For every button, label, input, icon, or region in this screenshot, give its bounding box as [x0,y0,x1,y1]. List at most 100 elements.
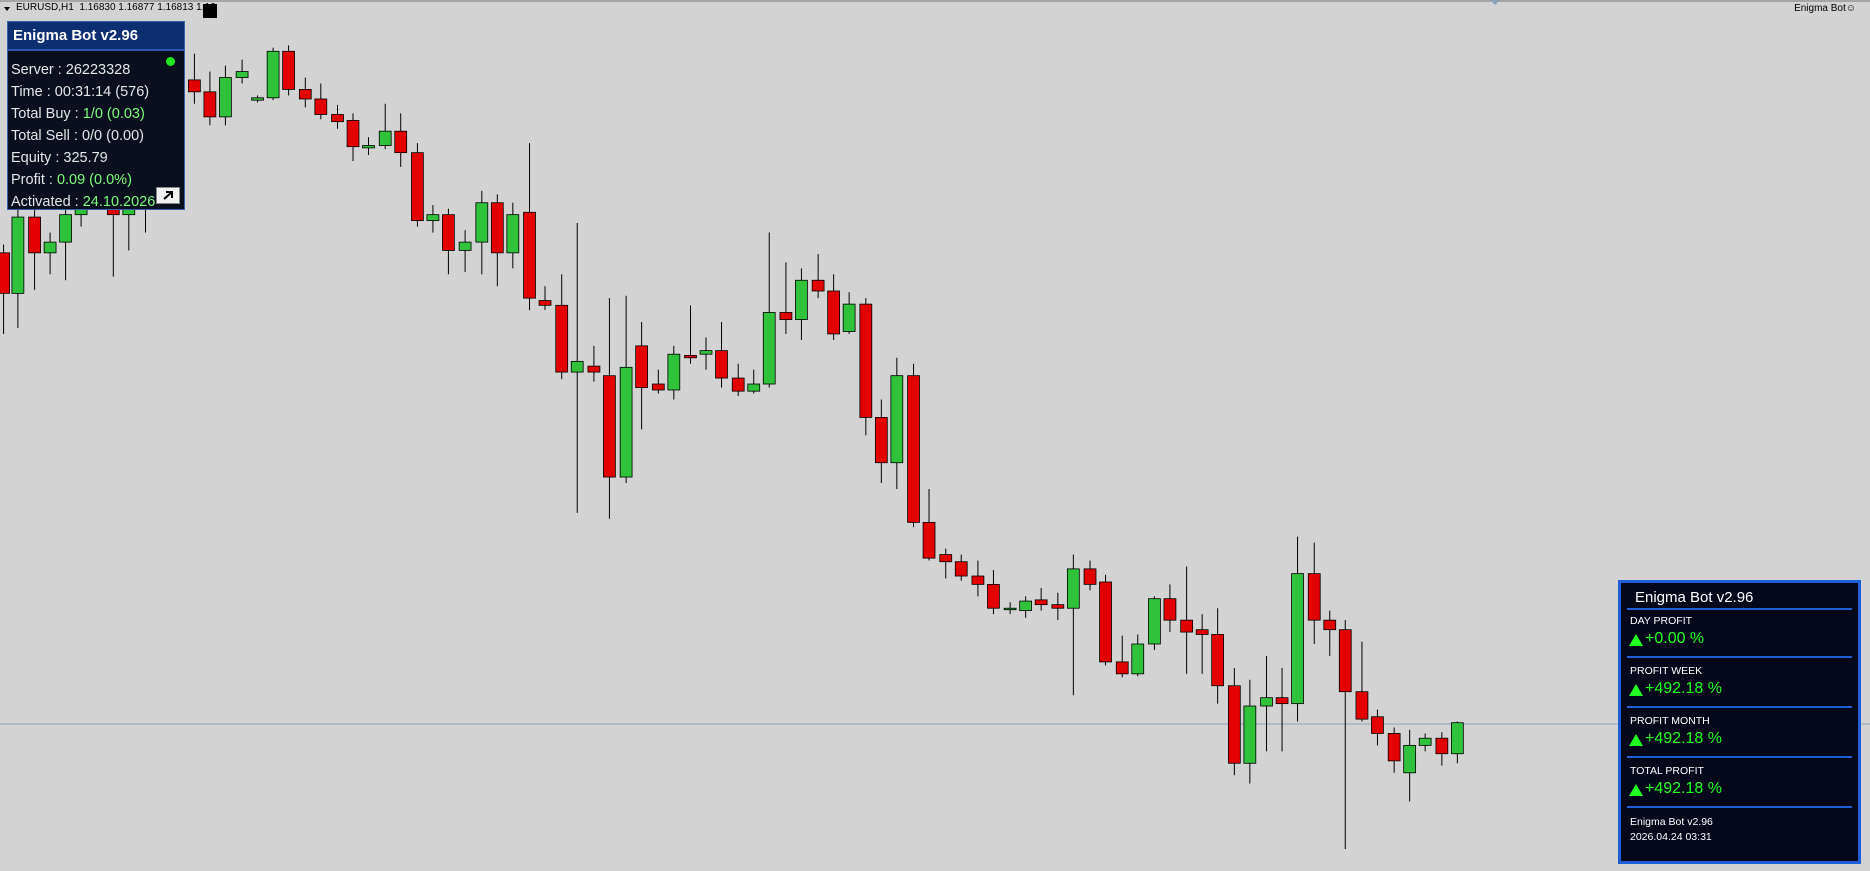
info-value: 00:31:14 (576) [54,84,150,100]
up-arrow [1629,634,1643,646]
info-row: Activated : 24.10.2026 [11,191,155,213]
candle-body [1034,599,1048,606]
candle-body [827,290,840,335]
candle-body [954,561,968,577]
info-value: 26223328 [65,62,131,78]
separator [1627,706,1852,708]
symbol: EURUSD,H1 [16,2,74,13]
candle-body [699,350,713,355]
candle-body [842,303,856,332]
info-label: Server : [11,62,62,78]
footer-line: 2026.04.24 03:31 [1630,831,1712,843]
candle-body [282,50,295,90]
info-value: 0/0 (0.00) [81,128,145,144]
candle-body [1450,722,1464,755]
stat-label: PROFIT MONTH [1630,715,1710,727]
separator [1627,806,1852,808]
candle-body [506,214,520,254]
candle-body [458,241,472,251]
candle-body [859,303,873,418]
candle-body [811,279,825,292]
arrow-icon [163,191,173,200]
info-value: 325.79 [63,150,108,166]
candle-body [1019,600,1033,612]
candle-body [411,152,424,222]
info-value: 0.09 (0.0%) [56,172,132,188]
candle-body [266,50,280,99]
candle-body [1163,598,1177,621]
footer-line: Enigma Bot v2.96 [1630,816,1713,828]
candle-body [235,71,249,78]
separator [1627,608,1852,610]
candle-body [1355,691,1369,720]
stat-value: +492.18 % [1645,730,1722,747]
candle-body [619,366,633,478]
info-row: Total Buy : 1/0 (0.03) [11,103,145,125]
candle-body [731,377,745,392]
candle-body [1260,697,1273,707]
candle-body [1227,685,1241,764]
candle-body [0,252,10,294]
separator [1627,656,1852,658]
candle-body [43,241,57,254]
info-row: Equity : 325.79 [11,147,108,169]
candle-body [1211,634,1225,687]
candle-body [890,375,904,464]
candle-body [1051,604,1065,609]
candle-body [1099,581,1112,663]
candle-body [523,211,536,299]
info-label: Activated : [11,194,79,210]
corner-label: Enigma Bot☺ [1794,3,1856,14]
candle-body [939,554,953,563]
candle-body [971,575,985,585]
info-row: Profit : 0.09 (0.0%) [11,169,132,191]
candle-body [603,375,616,478]
candle-body [475,202,489,243]
up-arrow [1629,784,1643,796]
candle-body [346,120,360,148]
info-label: Profit : [11,172,53,188]
candle-body [1435,737,1449,755]
candle-body [715,350,728,379]
candle-body [1003,607,1017,611]
candle-body [378,130,392,146]
separator [1627,756,1852,758]
candle-body [795,279,808,321]
candle-body [1307,573,1321,621]
candle-body [1243,705,1257,764]
candle-body [1338,629,1352,693]
candle-body [442,214,455,251]
candle-body [203,91,217,118]
candle-body [331,114,344,123]
candle-body [922,521,936,559]
candle-body [555,304,569,373]
candle-body [490,202,504,254]
stat-label: TOTAL PROFIT [1630,765,1704,777]
candle-body [1387,733,1401,762]
up-arrow [1629,684,1643,696]
candle-body [667,353,681,391]
candle-body [1066,568,1080,609]
open-button[interactable] [156,187,180,204]
candle-body [394,130,408,154]
candle-body [1291,573,1304,705]
candle-body [11,216,25,294]
candle-body [1131,643,1145,675]
candle-body [314,98,328,115]
stat-value: +492.18 % [1645,680,1722,697]
candle-body [1083,568,1097,585]
candle-body [188,79,201,93]
info-title: Enigma Bot v2.96 [8,22,184,51]
candle-body [59,214,72,243]
info-row: Total Sell : 0/0 (0.00) [11,125,144,147]
black-box [203,4,217,18]
candle-body [219,77,232,118]
candle-body [1195,629,1209,635]
profit-panel: Enigma Bot v2.96 DAY PROFIT +0.00 % PROFIT… [1618,580,1861,864]
candle-body [1403,744,1417,774]
candle-body [762,312,776,385]
stat-label: DAY PROFIT [1630,615,1693,627]
status-dot [166,57,175,66]
